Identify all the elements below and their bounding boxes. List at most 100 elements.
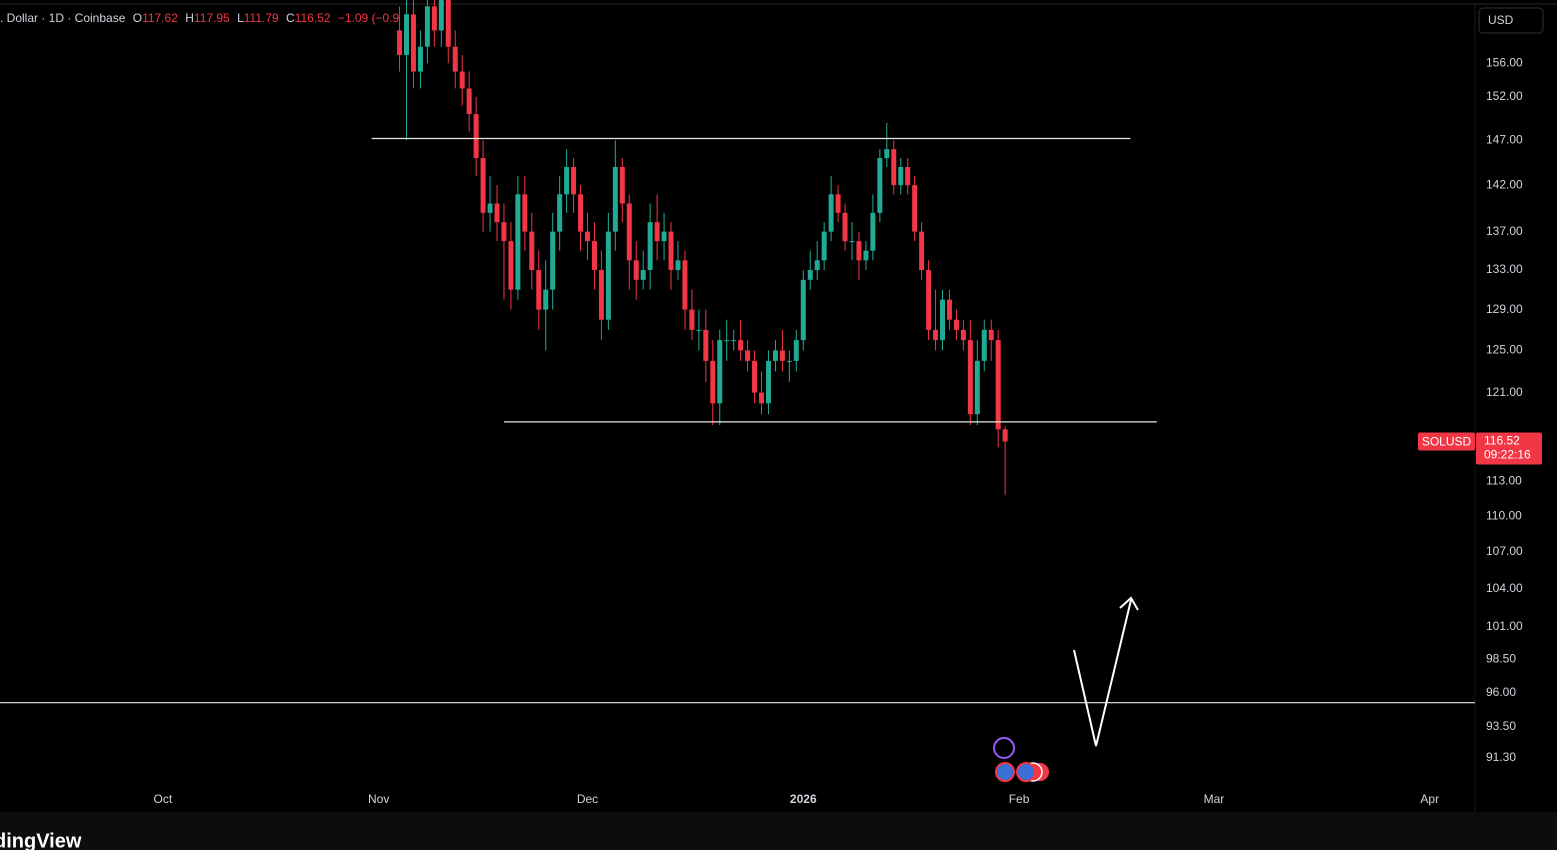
candle-body [933, 329, 939, 341]
candle-body [877, 158, 883, 213]
y-tick-label: 142.00 [1486, 177, 1523, 191]
candle-body [619, 167, 625, 204]
event-icon[interactable] [995, 762, 1015, 782]
y-tick-label: 125.00 [1486, 343, 1523, 357]
candle-body [710, 360, 716, 404]
candle-body [926, 270, 932, 330]
candle-body [640, 270, 646, 280]
legend-header: . Dollar · 1D · Coinbase O117.62 H117.95… [0, 11, 400, 25]
candle-body [731, 340, 737, 342]
close-value: 116.52 [295, 11, 331, 25]
candle-body [724, 340, 730, 342]
candle-body [397, 30, 403, 55]
y-tick-label: 113.00 [1486, 473, 1522, 487]
candle-body [863, 250, 869, 261]
symbol-tag [1418, 432, 1475, 451]
y-tick-label: 156.00 [1486, 55, 1523, 69]
candle-body [849, 241, 855, 243]
currency-button[interactable] [1478, 7, 1544, 34]
candle-body [828, 194, 834, 232]
candle-body [612, 167, 618, 232]
candle-body [696, 329, 702, 331]
candle-body [626, 203, 632, 261]
candle-body [557, 194, 563, 232]
candle-body [814, 260, 820, 271]
event-icon[interactable] [1016, 762, 1036, 782]
candle-body [452, 46, 458, 72]
candle-body [404, 14, 410, 55]
candle-body [745, 350, 751, 361]
y-tick-label: 96.00 [1486, 685, 1516, 699]
candle-body [417, 46, 423, 72]
candle-body [661, 231, 667, 242]
footer-bar [0, 812, 1557, 850]
y-tick-label: 129.00 [1486, 302, 1523, 316]
candle-body [487, 203, 493, 213]
candle-body [571, 167, 577, 195]
candle-body [598, 270, 604, 320]
candle-body [800, 279, 806, 341]
c-label: C [286, 11, 295, 25]
candle-body [905, 167, 911, 186]
candle-body [675, 260, 681, 271]
y-tick-label: 152.00 [1486, 89, 1523, 103]
candle-body [842, 212, 848, 242]
candle-body [960, 329, 966, 341]
arrow-drawing [1073, 599, 1132, 747]
candle-body [884, 149, 890, 159]
candle-body [515, 194, 521, 290]
candle-body [508, 241, 514, 290]
y-tick-label: 91.30 [1486, 750, 1516, 764]
candle-body [668, 231, 674, 271]
candle-body [543, 289, 549, 310]
candle-body [459, 71, 465, 89]
x-tick-label: Oct [154, 792, 173, 806]
candle-body [438, 0, 444, 31]
l-label: L [237, 11, 244, 25]
candle-body [689, 309, 695, 330]
y-tick-label: 98.50 [1486, 652, 1516, 666]
h-label: H [185, 11, 194, 25]
candle-body [584, 231, 590, 242]
candle-body [752, 360, 758, 393]
y-tick-label: 147.00 [1486, 132, 1523, 146]
x-tick-label: Nov [368, 792, 389, 806]
candle-body [480, 158, 486, 213]
candle-body [717, 340, 723, 404]
candle-body [807, 270, 813, 280]
x-tick-label: Dec [577, 792, 598, 806]
candle-body [870, 212, 876, 251]
high-value: 117.95 [194, 11, 230, 25]
candle-body [578, 194, 584, 232]
candle-body [522, 194, 528, 232]
y-tick-label: 107.00 [1486, 544, 1523, 558]
currency: USD [1488, 13, 1514, 27]
candle-body [772, 350, 778, 361]
y-tick-label: 93.50 [1486, 719, 1516, 733]
candle-body [424, 6, 430, 47]
symbol: . Dollar · 1D · Coinbase [0, 11, 126, 25]
candle-body [995, 340, 1001, 430]
o-label: O [133, 11, 142, 25]
candle-body [1002, 429, 1008, 442]
candle-body [536, 270, 542, 310]
candle-body [564, 167, 570, 195]
candle-body [981, 329, 987, 361]
candle-body [786, 360, 792, 362]
candle-body [919, 231, 925, 271]
candle-body [466, 88, 472, 115]
event-icon[interactable] [993, 737, 1015, 759]
candle-body [738, 340, 744, 351]
candle-body [912, 185, 918, 232]
candle-body [988, 329, 994, 341]
y-tick-label: 133.00 [1486, 262, 1523, 276]
candle-body [759, 392, 765, 404]
candle-body [591, 241, 597, 271]
candle-body [974, 360, 980, 415]
open-value: 117.62 [142, 11, 178, 25]
candle-body [605, 231, 611, 320]
candle-body [793, 340, 799, 361]
low-value: 111.79 [244, 11, 279, 25]
